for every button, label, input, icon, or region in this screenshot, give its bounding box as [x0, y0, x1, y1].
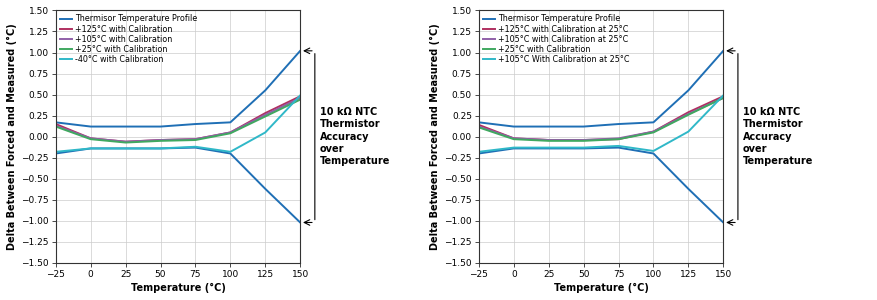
+25°C with Calibration	[225, 131, 235, 135]
Line: +125°C with Calibration at 25°C: +125°C with Calibration at 25°C	[478, 96, 723, 140]
+105°C with Calibration	[190, 137, 201, 141]
Line: +105°C With Calibration at 25°C: +105°C With Calibration at 25°C	[478, 95, 723, 152]
Thermisor Temperature Profile	[51, 121, 61, 124]
+105°C With Calibration at 25°C	[717, 94, 728, 97]
X-axis label: Temperature (°C): Temperature (°C)	[553, 283, 648, 293]
+105°C with Calibration at 25°C	[578, 138, 588, 142]
Text: 10 kΩ NTC
Thermistor
Accuracy
over
Temperature: 10 kΩ NTC Thermistor Accuracy over Tempe…	[319, 107, 389, 166]
+105°C with Calibration at 25°C	[508, 136, 518, 140]
Thermisor Temperature Profile	[578, 125, 588, 128]
+125°C with Calibration	[295, 94, 305, 98]
Line: Thermisor Temperature Profile: Thermisor Temperature Profile	[478, 51, 723, 127]
Thermisor Temperature Profile	[682, 88, 693, 92]
+25°C with Calibration	[155, 139, 166, 143]
+125°C with Calibration	[190, 137, 201, 141]
Y-axis label: Delta Between Forced and Measured (°C): Delta Between Forced and Measured (°C)	[7, 23, 17, 250]
+105°C with Calibration at 25°C	[682, 112, 693, 116]
+25°C with Calibration	[647, 130, 658, 134]
Line: +105°C with Calibration at 25°C: +105°C with Calibration at 25°C	[478, 98, 723, 140]
Thermisor Temperature Profile	[190, 122, 201, 126]
+105°C with Calibration at 25°C	[717, 96, 728, 100]
+105°C With Calibration at 25°C	[578, 146, 588, 149]
Line: +125°C with Calibration: +125°C with Calibration	[56, 96, 300, 142]
-40°C with Calibration	[295, 94, 305, 97]
+125°C with Calibration	[85, 136, 96, 140]
+125°C with Calibration at 25°C	[543, 138, 553, 142]
+105°C with Calibration	[155, 138, 166, 142]
+125°C with Calibration	[155, 138, 166, 142]
Thermisor Temperature Profile	[85, 125, 96, 128]
Thermisor Temperature Profile	[717, 49, 728, 52]
+105°C With Calibration at 25°C	[543, 146, 553, 149]
+105°C With Calibration at 25°C	[508, 146, 518, 149]
+105°C with Calibration	[85, 136, 96, 140]
+105°C with Calibration at 25°C	[612, 136, 623, 140]
Y-axis label: Delta Between Forced and Measured (°C): Delta Between Forced and Measured (°C)	[430, 23, 439, 250]
+25°C with Calibration	[51, 125, 61, 128]
+105°C with Calibration	[225, 130, 235, 134]
Thermisor Temperature Profile	[473, 121, 483, 124]
+105°C with Calibration at 25°C	[647, 130, 658, 134]
Line: +105°C with Calibration: +105°C with Calibration	[56, 98, 300, 142]
+125°C with Calibration at 25°C	[647, 130, 658, 134]
+105°C With Calibration at 25°C	[647, 149, 658, 153]
+25°C with Calibration	[612, 137, 623, 141]
Thermisor Temperature Profile	[155, 125, 166, 128]
-40°C with Calibration	[85, 147, 96, 150]
Thermisor Temperature Profile	[647, 121, 658, 124]
+25°C with Calibration	[578, 139, 588, 143]
Line: +25°C with Calibration: +25°C with Calibration	[478, 98, 723, 141]
+125°C with Calibration at 25°C	[682, 110, 693, 114]
Legend: Thermisor Temperature Profile, +125°C with Calibration, +105°C with Calibration,: Thermisor Temperature Profile, +125°C wi…	[58, 13, 199, 66]
+125°C with Calibration	[260, 111, 270, 115]
+105°C with Calibration at 25°C	[473, 125, 483, 128]
+105°C with Calibration at 25°C	[543, 138, 553, 142]
X-axis label: Temperature (°C): Temperature (°C)	[131, 283, 225, 293]
+105°C with Calibration	[51, 124, 61, 128]
Thermisor Temperature Profile	[612, 122, 623, 126]
+25°C with Calibration	[682, 113, 693, 117]
+25°C with Calibration	[85, 137, 96, 141]
-40°C with Calibration	[225, 150, 235, 154]
Line: Thermisor Temperature Profile: Thermisor Temperature Profile	[56, 51, 300, 127]
Legend: Thermisor Temperature Profile, +125°C with Calibration at 25°C, +105°C with Cali: Thermisor Temperature Profile, +125°C wi…	[481, 13, 631, 66]
+125°C with Calibration	[120, 140, 131, 143]
Thermisor Temperature Profile	[543, 125, 553, 128]
Text: 10 kΩ NTC
Thermistor
Accuracy
over
Temperature: 10 kΩ NTC Thermistor Accuracy over Tempe…	[742, 107, 812, 166]
+25°C with Calibration	[260, 115, 270, 118]
+105°C With Calibration at 25°C	[682, 130, 693, 134]
+125°C with Calibration	[225, 130, 235, 134]
+125°C with Calibration at 25°C	[717, 94, 728, 98]
+125°C with Calibration at 25°C	[578, 138, 588, 142]
+25°C with Calibration	[120, 141, 131, 144]
Thermisor Temperature Profile	[295, 49, 305, 52]
+125°C with Calibration at 25°C	[508, 136, 518, 140]
Thermisor Temperature Profile	[260, 88, 270, 92]
Line: +25°C with Calibration: +25°C with Calibration	[56, 100, 300, 142]
+105°C with Calibration	[120, 140, 131, 143]
Line: -40°C with Calibration: -40°C with Calibration	[56, 95, 300, 152]
-40°C with Calibration	[155, 147, 166, 150]
+105°C with Calibration	[260, 113, 270, 117]
-40°C with Calibration	[260, 130, 270, 134]
+105°C With Calibration at 25°C	[612, 144, 623, 148]
+125°C with Calibration at 25°C	[612, 137, 623, 141]
+25°C with Calibration	[508, 137, 518, 141]
+25°C with Calibration	[190, 138, 201, 142]
+125°C with Calibration	[51, 122, 61, 126]
-40°C with Calibration	[120, 147, 131, 150]
+105°C with Calibration	[295, 96, 305, 100]
+25°C with Calibration	[295, 98, 305, 101]
Thermisor Temperature Profile	[120, 125, 131, 128]
+25°C with Calibration	[473, 126, 483, 129]
Thermisor Temperature Profile	[225, 121, 235, 124]
Thermisor Temperature Profile	[508, 125, 518, 128]
+25°C with Calibration	[543, 139, 553, 143]
+125°C with Calibration at 25°C	[473, 123, 483, 127]
-40°C with Calibration	[190, 145, 201, 148]
-40°C with Calibration	[51, 150, 61, 154]
+105°C With Calibration at 25°C	[473, 150, 483, 154]
+25°C with Calibration	[717, 96, 728, 100]
